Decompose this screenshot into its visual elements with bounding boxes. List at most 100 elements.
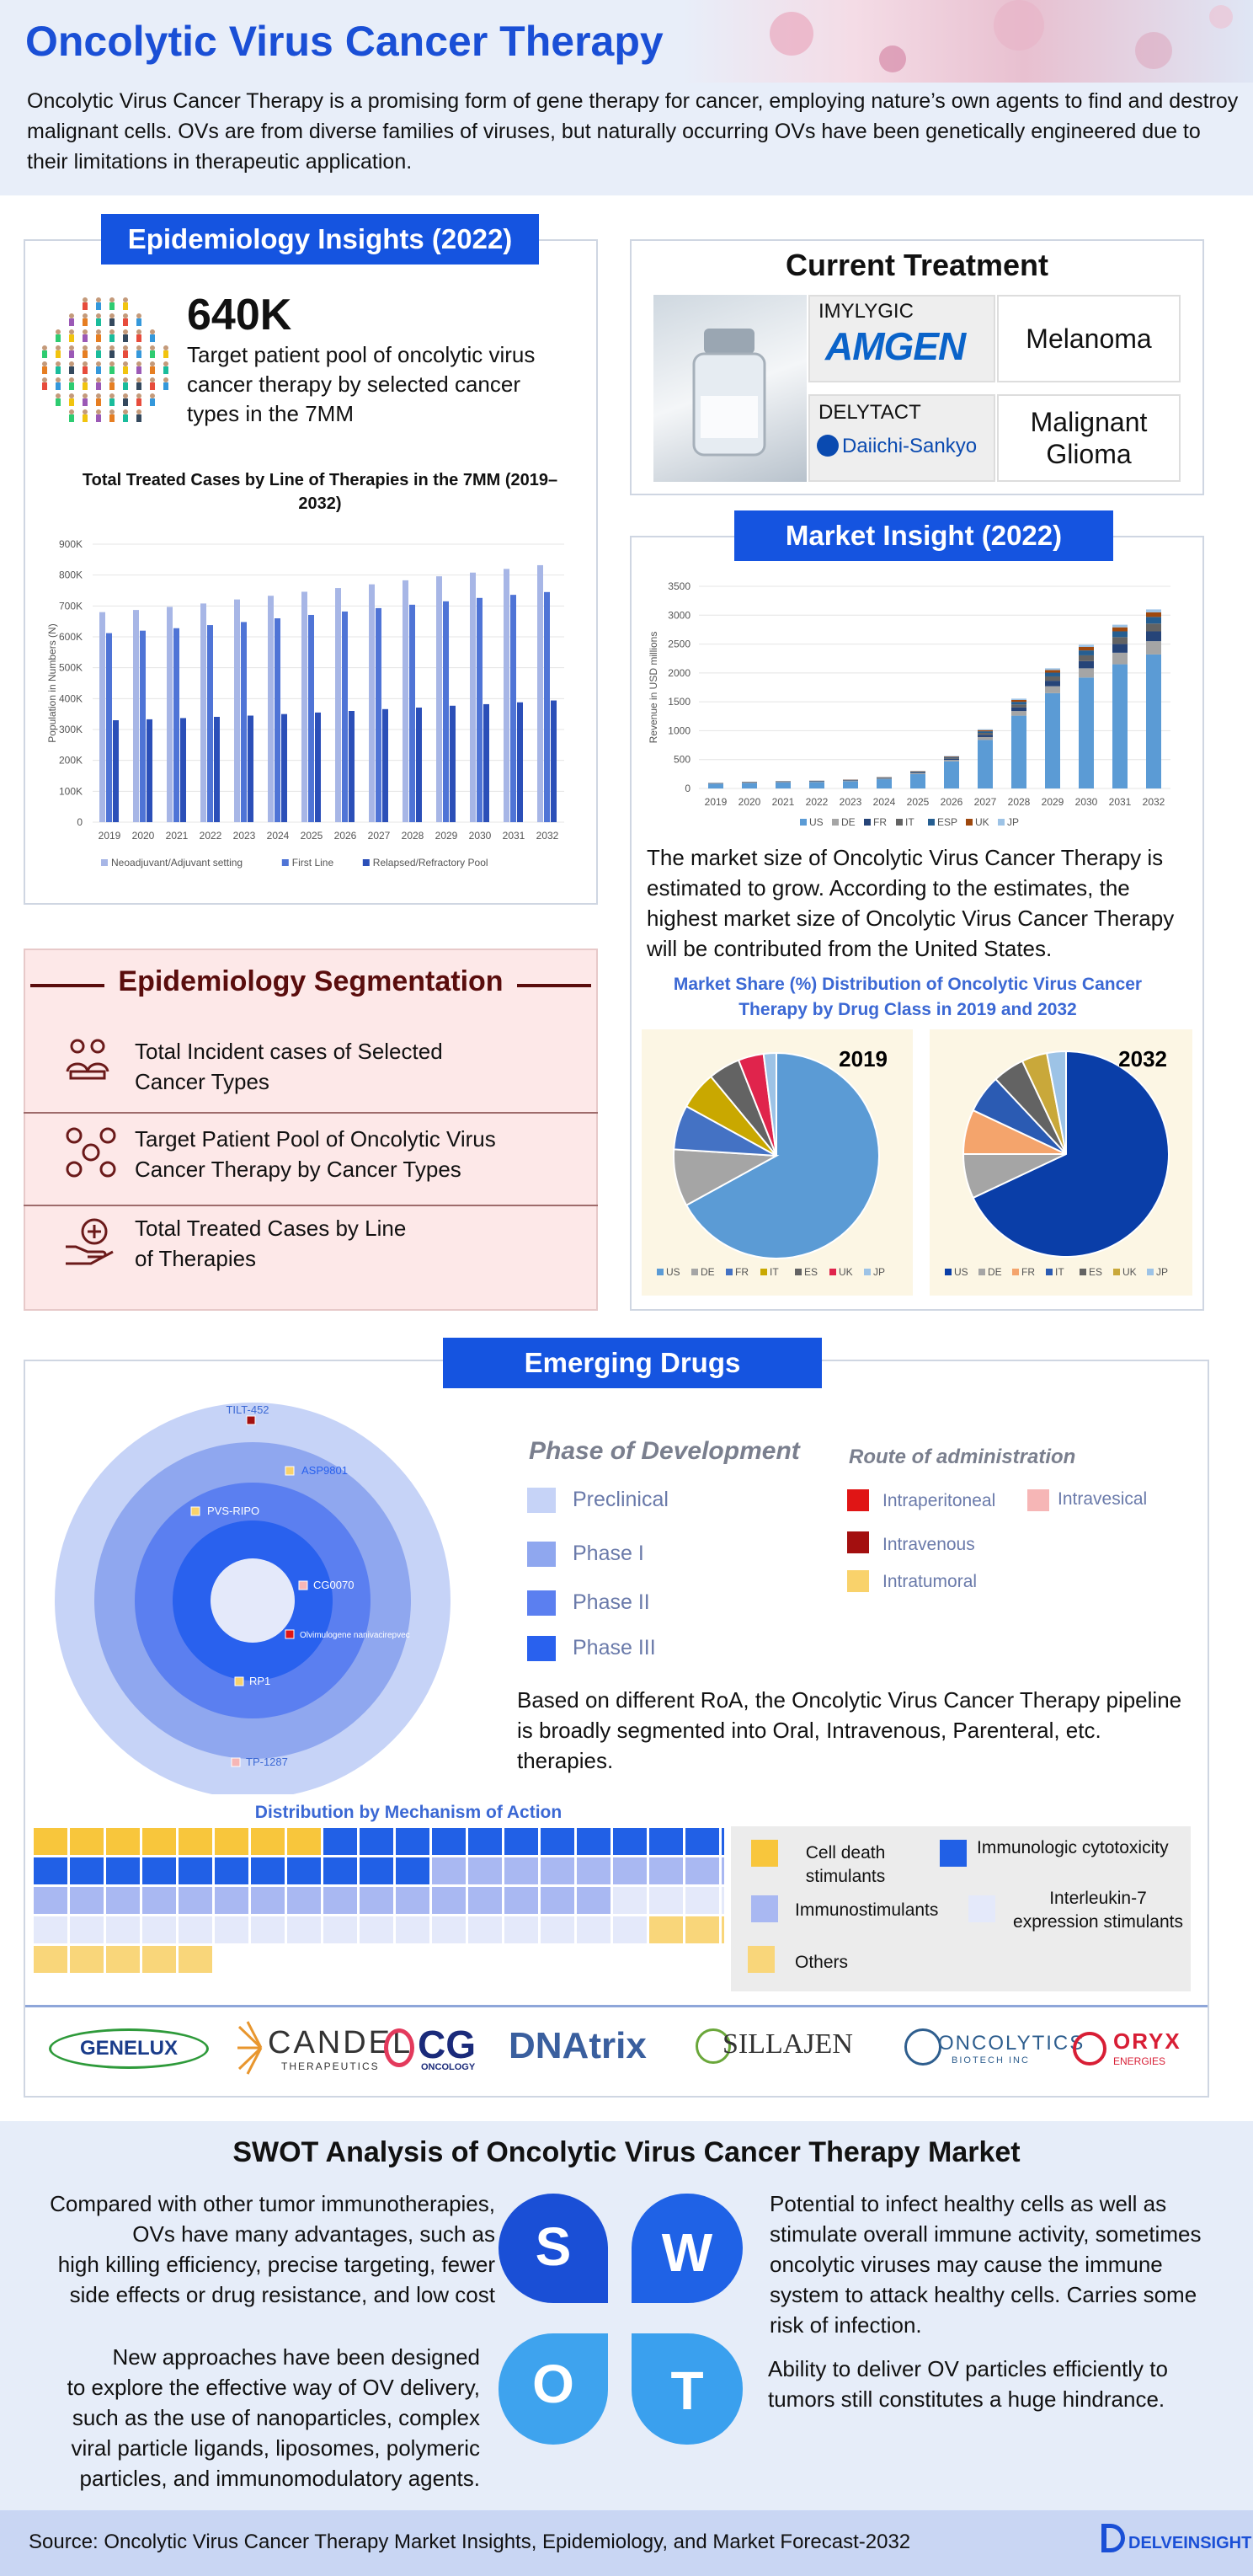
bar2-segment xyxy=(1045,681,1060,687)
swot-strength-text: Compared with other tumor immunotherapie… xyxy=(7,2189,495,2310)
bar2-ylabel: Revenue in USD millions xyxy=(648,632,659,744)
bar2-legend-label: IT xyxy=(905,816,914,827)
moa-cell xyxy=(323,1916,357,1943)
bar1-xtick: 2030 xyxy=(469,830,492,842)
pie-legend-swatch xyxy=(657,1269,664,1275)
crowd-person-body xyxy=(42,350,47,358)
moa-cell xyxy=(468,1857,502,1884)
moa-cell xyxy=(577,1828,611,1855)
phase-label-2: Phase II xyxy=(573,1590,650,1614)
moa-cell xyxy=(287,1887,321,1914)
pie-year-label: 2032 xyxy=(1118,1046,1167,1072)
moa-cell xyxy=(360,1916,393,1943)
swot-opportunity-text: New approaches have been designed to exp… xyxy=(17,2342,480,2493)
o-line-4: viral particle ligands, liposomes, polym… xyxy=(71,2435,480,2461)
pipeline-target-diagram: TILT-452 ASP9801 PVS-RIPO CG0070 Olvimulogen… xyxy=(55,1403,451,1794)
bar1-bar xyxy=(200,603,206,822)
crowd-person-body xyxy=(83,414,88,422)
hand-cross-icon xyxy=(62,1216,116,1267)
bar2-segment xyxy=(978,730,993,732)
moa-cell xyxy=(34,1857,67,1884)
pie-slice xyxy=(972,1050,1170,1258)
bar2-segment xyxy=(1079,668,1094,678)
pie-legend-label: UK xyxy=(1122,1266,1137,1278)
crowd-person-head xyxy=(150,393,155,398)
daiichi-logo: Daiichi-Sankyo xyxy=(842,435,978,457)
crowd-person-body xyxy=(83,382,88,390)
moa-cell xyxy=(34,1828,67,1855)
pie-title: Market Share (%) Distribution of Oncolyt… xyxy=(640,972,1176,1023)
bar2-segment xyxy=(1146,609,1161,612)
bar1-bar xyxy=(268,596,274,822)
bar2-segment xyxy=(1011,704,1026,708)
crowd-person-head xyxy=(136,361,141,366)
footer-source: Source: Oncolytic Virus Cancer Therapy M… xyxy=(29,2531,910,2554)
crowd-person-body xyxy=(56,382,61,390)
crowd-person-head xyxy=(56,361,61,366)
pie-legend-swatch xyxy=(1147,1269,1154,1275)
seg-divider-2 xyxy=(24,1205,598,1206)
crowd-person-head xyxy=(123,377,128,382)
pie-legend-label: JP xyxy=(873,1266,885,1278)
crowd-person-body xyxy=(56,366,61,374)
bar2-segment xyxy=(944,756,959,757)
crowd-person-head xyxy=(109,393,115,398)
bar2-segment xyxy=(978,731,993,734)
bar1-legend-swatch xyxy=(281,859,289,866)
moa-cell xyxy=(287,1916,321,1943)
bar1-bar xyxy=(551,700,557,822)
bar2-segment xyxy=(1079,660,1094,669)
revenue-stacked-bar-chart: 0 500 1000 1500 2000 2500 3000 3500 Revenue in U… xyxy=(648,580,1170,827)
pipeline-drug-label: CG0070 xyxy=(313,1579,354,1591)
moa-cell xyxy=(541,1916,574,1943)
crowd-person-head xyxy=(42,377,47,382)
crowd-person-body xyxy=(109,302,115,310)
crowd-person-head xyxy=(69,393,74,398)
bar-chart-title: Total Treated Cases by Line of Therapies… xyxy=(82,471,558,513)
virus-illustration-icon xyxy=(770,0,1233,72)
crowd-person-head xyxy=(123,409,128,414)
moa-label-0-line2: stimulants xyxy=(805,1867,886,1886)
indication2: Malignant Glioma xyxy=(997,394,1181,482)
seg-rule-left xyxy=(30,984,104,987)
moa-cell xyxy=(34,1946,67,1973)
pipeline-drug-marker xyxy=(234,1676,244,1686)
bar1-bar xyxy=(167,607,173,822)
pipeline-drug-label: TP-1287 xyxy=(246,1756,288,1768)
indication2-line1: Malignant xyxy=(1030,407,1148,437)
bar2-ytick: 2500 xyxy=(668,639,690,650)
pie-legend-label: ES xyxy=(804,1266,818,1278)
seg-item-3: Total Treated Cases by Line of Therapies xyxy=(135,1213,406,1274)
moa-waffle-chart xyxy=(34,1828,724,1973)
moa-cell xyxy=(142,1916,176,1943)
moa-cell xyxy=(323,1857,357,1884)
crowd-person-head xyxy=(150,361,155,366)
pie-legend-swatch xyxy=(1080,1269,1086,1275)
bar2-segment xyxy=(742,783,757,788)
seg-rule-right xyxy=(517,984,591,987)
pipeline-drug-marker xyxy=(298,1580,308,1590)
pie-legend-label: FR xyxy=(1021,1266,1035,1278)
bar2-segment xyxy=(1146,617,1161,624)
moa-label-4: Others xyxy=(795,1953,849,1972)
bar1-xtick: 2022 xyxy=(200,830,222,842)
crowd-person-body xyxy=(96,334,101,342)
crowd-person-body xyxy=(123,302,128,310)
footer xyxy=(0,2510,1253,2576)
pie-chart-2032: 2032 US DE FR IT ES UK JP xyxy=(945,1046,1170,1278)
crowd-person-head xyxy=(83,393,88,398)
bar2-legend-label: ESP xyxy=(937,816,957,827)
moa-swatch-3 xyxy=(968,1895,995,1922)
bar2-segment xyxy=(1112,637,1128,644)
bar2-ytick: 1500 xyxy=(668,696,690,708)
bar1-bar xyxy=(207,625,213,822)
crowd-person-body xyxy=(136,334,141,342)
bar1-legend-label: First Line xyxy=(292,857,334,868)
bar2-legend-label: FR xyxy=(873,816,887,827)
bar2-ytick: 3000 xyxy=(668,609,690,621)
bar1-bar xyxy=(173,628,179,822)
bar1-bar xyxy=(335,588,341,822)
crowd-person-body xyxy=(150,398,155,406)
crowd-person-head xyxy=(83,297,88,302)
bar2-segment xyxy=(708,783,723,788)
